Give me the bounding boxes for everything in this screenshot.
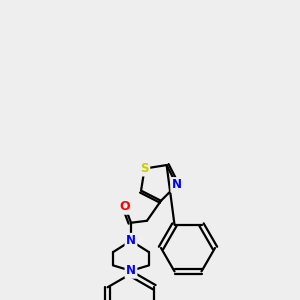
- Text: N: N: [172, 178, 182, 191]
- Text: N: N: [126, 264, 136, 277]
- Text: S: S: [140, 162, 149, 175]
- Text: O: O: [120, 200, 130, 213]
- Text: N: N: [126, 234, 136, 247]
